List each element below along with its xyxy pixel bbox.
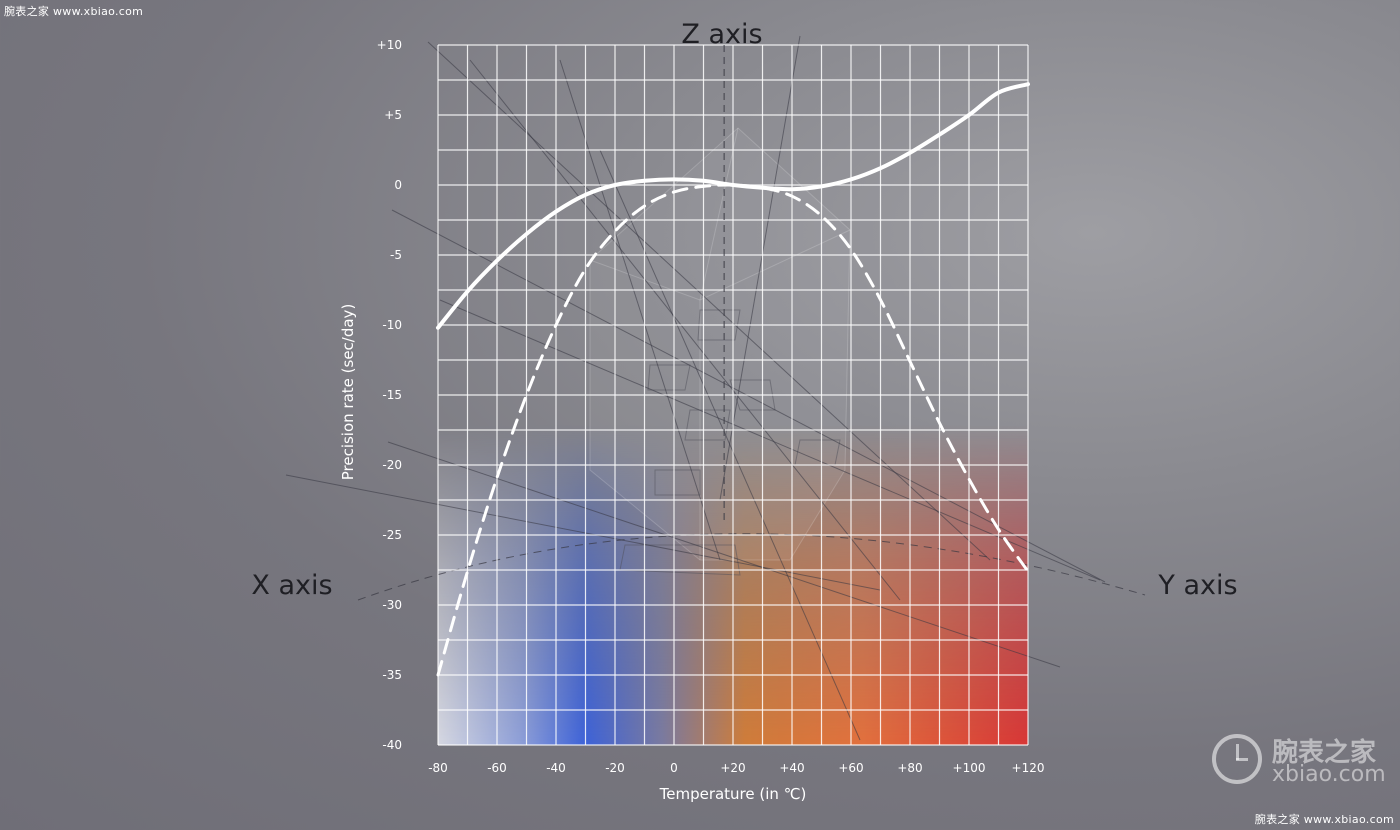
clock-hand-icon: [1236, 758, 1248, 761]
clock-icon: [1212, 734, 1262, 784]
x-tick-label: 0: [670, 761, 678, 775]
y-axis-3d-label: Y axis: [1157, 570, 1237, 601]
clock-hand-icon: [1236, 744, 1239, 760]
brand-logo: 腕表之家 xbiao.com: [1210, 732, 1400, 792]
x-tick-labels: -80 -60 -40 -20 0 +20 +40 +60 +80 +100 +120: [428, 761, 1044, 775]
logo-text-cn: 腕表之家: [1272, 738, 1377, 768]
x-tick-label: +80: [897, 761, 922, 775]
y-tick-label: -20: [382, 458, 402, 472]
x-tick-label: +20: [720, 761, 745, 775]
y-tick-labels: +10 +5 0 -5 -10 -15 -20 -25 -30 -35 -40: [377, 38, 402, 752]
x-axis-3d-label: X axis: [251, 570, 332, 601]
series-layer: [436, 82, 1030, 677]
y-tick-label: -15: [382, 388, 402, 402]
z-axis-label: Z axis: [681, 19, 762, 50]
x-tick-label: +60: [838, 761, 863, 775]
y-tick-label: +10: [377, 38, 402, 52]
y-tick-label: 0: [394, 178, 402, 192]
y-tick-label: -5: [390, 248, 402, 262]
y-tick-label: -40: [382, 738, 402, 752]
x-tick-label: -80: [428, 761, 448, 775]
y-tick-label: -30: [382, 598, 402, 612]
y-tick-label: -35: [382, 668, 402, 682]
y-tick-label: -10: [382, 318, 402, 332]
chart-grid: [437, 44, 1029, 746]
precision-curve-dashed: [436, 183, 1030, 677]
watermark-top: 腕表之家 www.xbiao.com: [4, 5, 144, 18]
y-tick-label: -25: [382, 528, 402, 542]
x-tick-label: +100: [953, 761, 986, 775]
y-axis-title: Precision rate (sec/day): [339, 304, 357, 481]
x-tick-label: +120: [1012, 761, 1045, 775]
x-axis-title: Temperature (in ℃): [659, 785, 807, 803]
x-tick-label: -40: [546, 761, 566, 775]
watermark-bottom: 腕表之家 www.xbiao.com: [1254, 813, 1394, 826]
x-tick-label: +40: [779, 761, 804, 775]
x-tick-label: -60: [487, 761, 507, 775]
logo-text-en: xbiao.com: [1272, 762, 1386, 787]
y-tick-label: +5: [384, 108, 402, 122]
x-tick-label: -20: [605, 761, 625, 775]
